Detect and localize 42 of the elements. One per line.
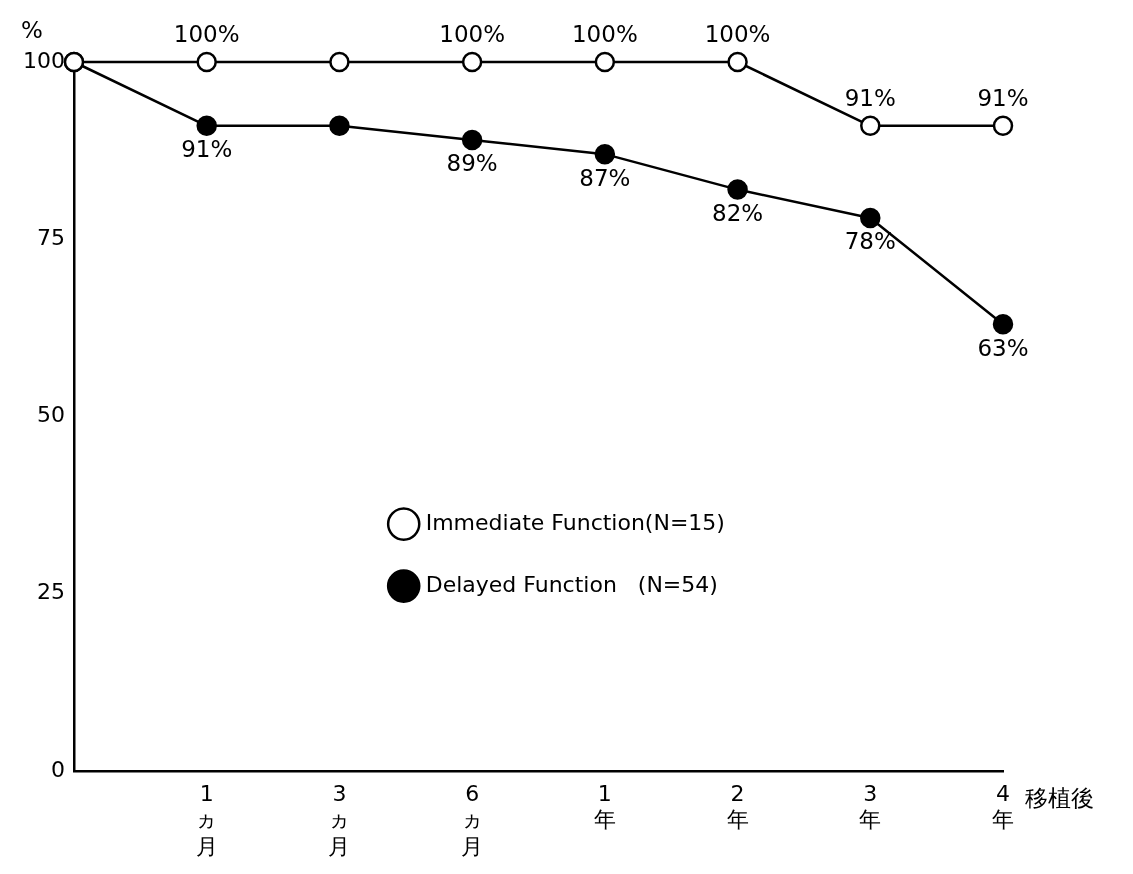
y-tick-label: 100 — [22, 47, 65, 73]
x-tick-label: 1ヵ月 — [195, 780, 219, 859]
data-label: 89% — [446, 150, 498, 177]
y-tick-label: 0 — [50, 756, 65, 782]
x-tick-label: 3ヵ月 — [327, 780, 351, 859]
data-label: 82% — [712, 200, 764, 227]
data-label: 100% — [704, 21, 771, 48]
point — [860, 207, 881, 229]
point — [196, 115, 217, 137]
data-label: 100% — [571, 21, 638, 48]
x-axis-title: 移植後 — [1025, 785, 1094, 812]
point — [727, 51, 748, 73]
point — [992, 115, 1014, 137]
y-tick-label: 25 — [36, 579, 65, 605]
data-label: 78% — [844, 228, 896, 255]
y-axis-title: % — [21, 17, 43, 44]
legend-label: Immediate Function(N=15) — [425, 509, 725, 535]
y-tick-label: 75 — [36, 224, 65, 250]
data-label: 100% — [439, 21, 506, 48]
point — [727, 179, 748, 200]
data-label: 87% — [579, 164, 631, 191]
y-tick-label: 50 — [36, 402, 65, 428]
legend-label: Delayed Function (N=54) — [425, 571, 718, 597]
point — [594, 143, 616, 165]
point — [461, 129, 483, 151]
x-tick-label: 6ヵ月 — [460, 780, 484, 859]
data-label: 100% — [173, 21, 240, 48]
data-label: 91% — [844, 85, 896, 112]
x-tick-label: 1年 — [593, 780, 616, 833]
point — [594, 51, 616, 73]
point — [992, 314, 1014, 335]
data-label: 91% — [181, 136, 233, 163]
data-label: 63% — [977, 334, 1029, 361]
point — [329, 115, 350, 137]
point — [329, 51, 350, 73]
point — [461, 51, 483, 73]
data-label: 91% — [977, 85, 1029, 112]
x-tick-label: 4年 — [992, 780, 1014, 833]
x-tick-label: 3年 — [859, 780, 882, 833]
point — [860, 115, 881, 137]
x-tick-label: 2年 — [726, 780, 749, 833]
point — [196, 51, 217, 73]
